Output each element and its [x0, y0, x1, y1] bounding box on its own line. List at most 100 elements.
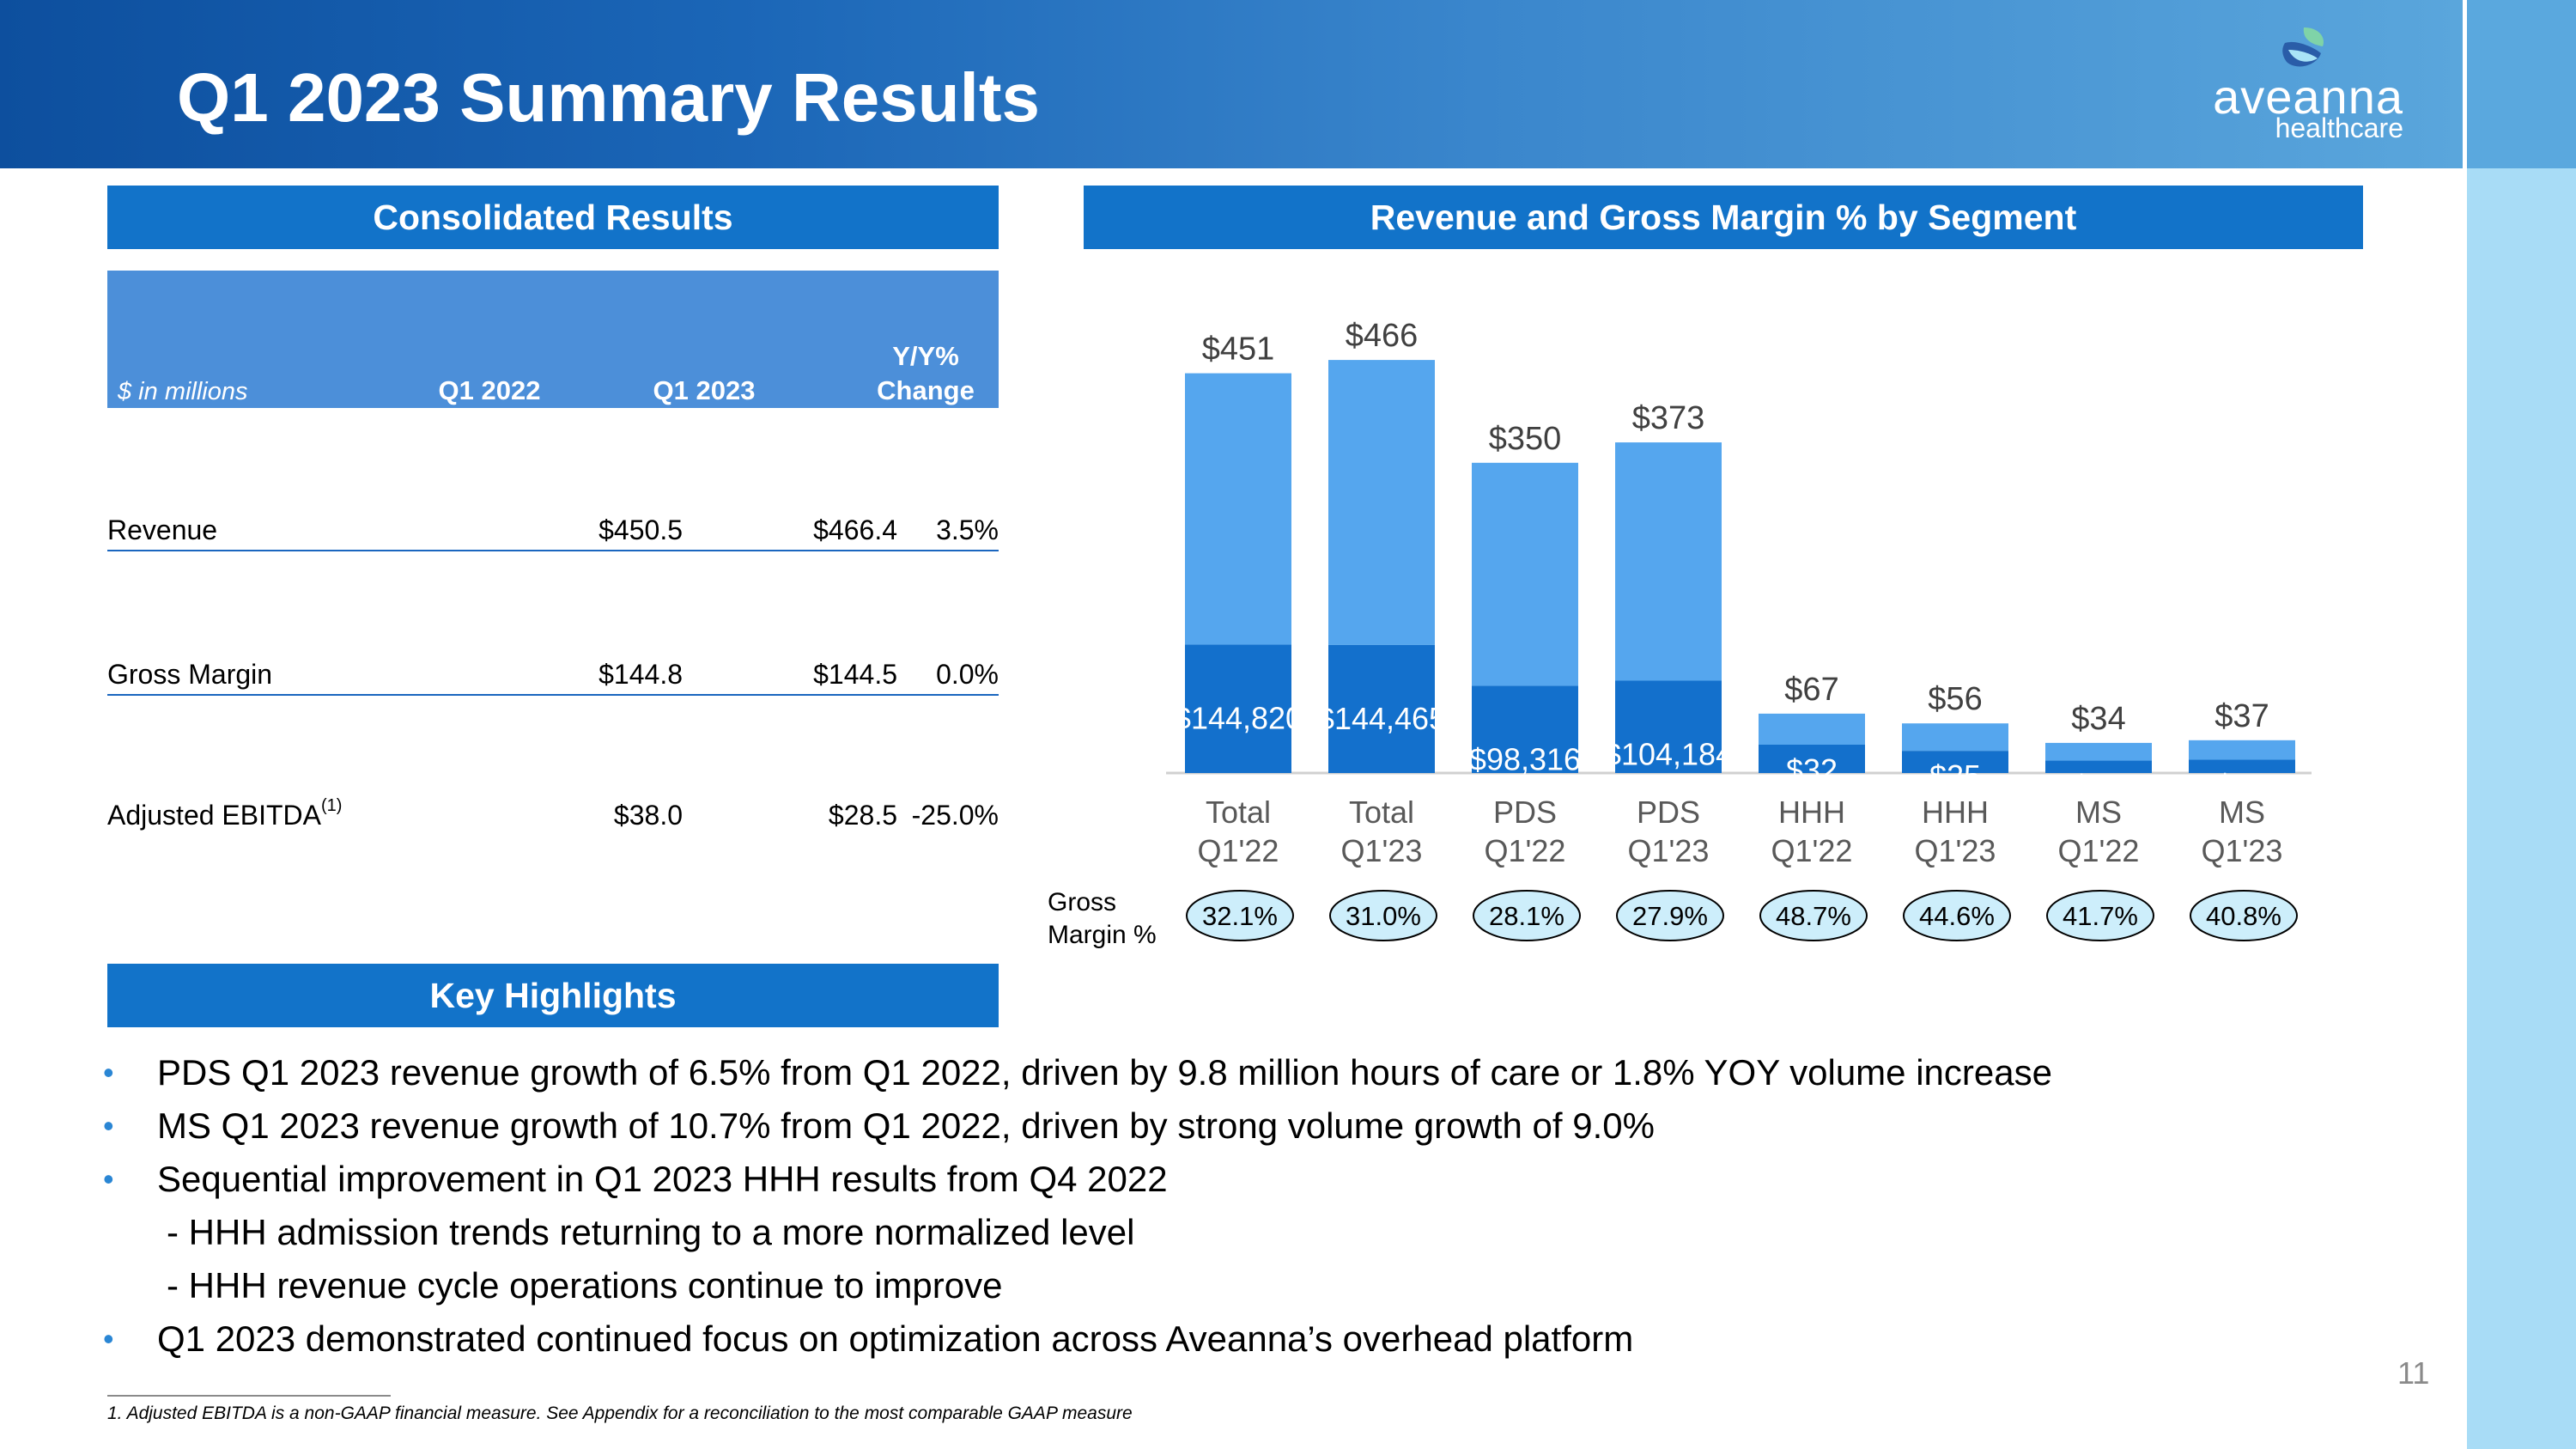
table-header: $ in millions Q1 2022 Q1 2023 Y/Y% Chang…: [107, 271, 999, 408]
highlight-text: - HHH admission trends returning to a mo…: [167, 1212, 1135, 1252]
row-value-2022: $144.8: [598, 659, 683, 690]
table-row: Adjusted EBITDA(1) $38.0 $28.5 -25.0%: [107, 783, 999, 835]
company-logo: aveanna healthcare: [2194, 24, 2417, 144]
column-q1-2022: Q1 2022: [438, 375, 541, 405]
logo-subtitle: healthcare: [2275, 113, 2403, 143]
row-value-2022: $38.0: [613, 800, 683, 831]
list-item: - HHH admission trends returning to a mo…: [103, 1206, 2421, 1259]
category-label-period: Q1'22: [1198, 833, 1279, 868]
table-row: Gross Margin $144.8 $144.5 0.0%: [107, 644, 999, 696]
category-label: Total: [1206, 795, 1271, 830]
highlight-text: Q1 2023 demonstrated continued focus on …: [157, 1318, 1634, 1359]
data-label-total: $34: [2071, 701, 2125, 737]
right-stripe: [2464, 168, 2576, 1449]
row-value-2023: $466.4: [813, 514, 897, 545]
category-label: HHH: [1778, 795, 1845, 830]
category-label-period: Q1'23: [2202, 833, 2283, 868]
footnote: 1. Adjusted EBITDA is a non-GAAP financi…: [107, 1403, 1133, 1423]
table-row: Revenue $450.5 $466.4 3.5%: [107, 500, 999, 551]
bar-dark: [1902, 751, 2008, 773]
data-label-inner: $14: [2073, 769, 2124, 804]
category-label-period: Q1'22: [2058, 833, 2140, 868]
gross-margin-value: 41.7%: [2063, 901, 2138, 931]
gross-margin-value: 31.0%: [1346, 901, 1421, 931]
row-change: 0.0%: [936, 659, 999, 690]
bar-dark: [1328, 644, 1435, 773]
gross-margin-value: 40.8%: [2206, 901, 2281, 931]
category-label-period: Q1'23: [1341, 833, 1423, 868]
list-item: • Q1 2023 demonstrated continued focus on…: [103, 1312, 2421, 1366]
bullet-icon: •: [103, 1108, 114, 1143]
bullet-icon: •: [103, 1321, 114, 1356]
row-change: 3.5%: [936, 514, 999, 545]
row-label-text: Adjusted EBITDA: [107, 800, 321, 831]
category-label: Total: [1349, 795, 1414, 830]
bar-light: [1328, 360, 1435, 645]
gross-margin-value: 32.1%: [1202, 901, 1278, 931]
data-label-inner: $32: [1786, 752, 1838, 788]
row-value-2023: $144.5: [813, 659, 897, 690]
data-label-total: $350: [1489, 421, 1562, 457]
data-label-inner: $25: [1929, 758, 1981, 794]
highlights-heading: Key Highlights: [107, 964, 999, 1027]
gross-margin-label-2: Margin %: [1048, 921, 1157, 949]
category-label: PDS: [1637, 795, 1700, 830]
category-label: MS: [2075, 795, 2122, 830]
bar-dark: [1615, 680, 1722, 773]
gross-margin-pill: [1903, 890, 2011, 941]
data-label-inner: $98,316: [1469, 742, 1581, 777]
category-label: MS: [2219, 795, 2265, 830]
row-value-2023: $28.5: [828, 800, 897, 831]
units-label: $ in millions: [118, 378, 248, 405]
gross-margin-value: 28.1%: [1489, 901, 1564, 931]
highlight-text: MS Q1 2023 revenue growth of 10.7% from …: [157, 1105, 1655, 1146]
bar-dark: [1472, 685, 1578, 773]
bar-light: [2189, 740, 2295, 760]
bullet-icon: •: [103, 1161, 114, 1196]
data-label-inner: $104,184: [1604, 736, 1733, 771]
category-label-period: Q1'22: [1485, 833, 1566, 868]
bar-light: [1472, 462, 1578, 686]
category-label: HHH: [1922, 795, 1989, 830]
data-label-total: $67: [1784, 672, 1838, 708]
gross-margin-label: Gross: [1048, 888, 1116, 916]
leaf-logo-icon: [2282, 27, 2324, 67]
gross-margin-pill: [2190, 890, 2298, 941]
gross-margin-pill: [1473, 890, 1581, 941]
data-label-total: $373: [1632, 400, 1705, 436]
data-label-total: $451: [1202, 332, 1275, 368]
gross-margin-value: 27.9%: [1632, 901, 1708, 931]
highlights-list: • PDS Q1 2023 revenue growth of 6.5% from…: [103, 1046, 2421, 1366]
bar-light: [1615, 442, 1722, 681]
list-item: • Sequential improvement in Q1 2023 HHH r…: [103, 1153, 2421, 1206]
bar-light: [1759, 713, 1865, 745]
gross-margin-pill: [1759, 890, 1868, 941]
gross-margin-pill: [2046, 890, 2154, 941]
logo-wordmark: aveanna: [2213, 70, 2403, 124]
page-number: 11: [2397, 1355, 2430, 1391]
row-change: -25.0%: [911, 800, 999, 831]
data-label-inner: $144,820: [1174, 701, 1303, 736]
gross-margin-pill: [1329, 890, 1437, 941]
list-item: - HHH revenue cycle operations continue …: [103, 1259, 2421, 1312]
highlight-text: Sequential improvement in Q1 2023 HHH re…: [157, 1159, 1168, 1199]
page-title: Q1 2023 Summary Results: [177, 59, 1040, 136]
data-label-inner: $144,465: [1317, 701, 1446, 736]
column-change: Change: [877, 375, 975, 405]
list-item: • MS Q1 2023 revenue growth of 10.7% from…: [103, 1099, 2421, 1153]
category-label: PDS: [1493, 795, 1557, 830]
highlight-text: PDS Q1 2023 revenue growth of 6.5% from …: [157, 1052, 2052, 1093]
category-label-period: Q1'23: [1628, 833, 1710, 868]
row-label: Revenue: [107, 514, 218, 545]
highlight-text: - HHH revenue cycle operations continue …: [167, 1265, 1003, 1306]
data-label-total: $37: [2215, 698, 2269, 734]
gross-margin-pill: [1616, 890, 1724, 941]
gross-margin-pill: [1186, 890, 1294, 941]
right-stripe-top: [2464, 0, 2576, 168]
category-label-period: Q1'23: [1915, 833, 1996, 868]
data-label-total: $56: [1928, 681, 1982, 717]
right-stripe-divider: [2463, 0, 2467, 1449]
bar-dark: [2189, 759, 2295, 773]
header-band: [0, 0, 2464, 168]
